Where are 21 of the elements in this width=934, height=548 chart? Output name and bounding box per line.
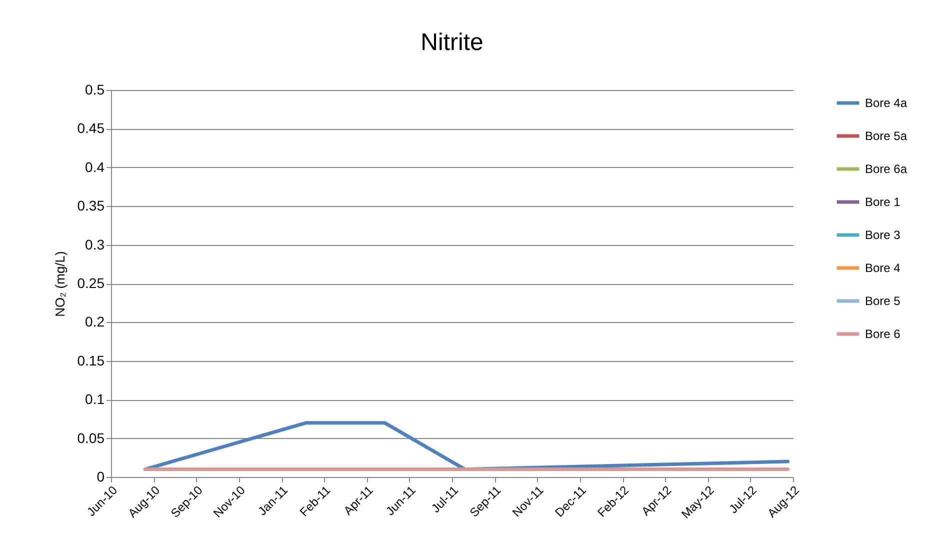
y-tick-label: 0.3 [85,236,105,252]
legend-label: Bore 5a [865,129,908,143]
y-tick-label: 0.2 [85,314,105,330]
legend-label: Bore 6a [865,162,908,176]
y-tick-label: 0.35 [77,198,105,214]
y-tick-label: 0.5 [85,82,105,98]
legend-label: Bore 4 [865,261,901,275]
legend-label: Bore 1 [865,195,901,209]
chart-title: Nitrite [420,29,484,56]
y-tick-label: 0 [96,468,105,484]
y-tick-label: 0.15 [77,352,105,368]
legend-label: Bore 3 [865,228,901,242]
y-tick-label: 0.1 [85,391,105,408]
y-tick-label: 0.25 [77,275,105,291]
legend-label: Bore 5 [865,294,901,308]
legend-label: Bore 4a [865,96,908,110]
y-tick-label: 0.05 [77,430,105,446]
y-axis-title: NO₂ (mg/L) [52,251,68,317]
y-tick-label: 0.45 [77,120,105,136]
legend-label: Bore 6 [865,327,901,341]
y-tick-label: 0.4 [85,158,105,175]
